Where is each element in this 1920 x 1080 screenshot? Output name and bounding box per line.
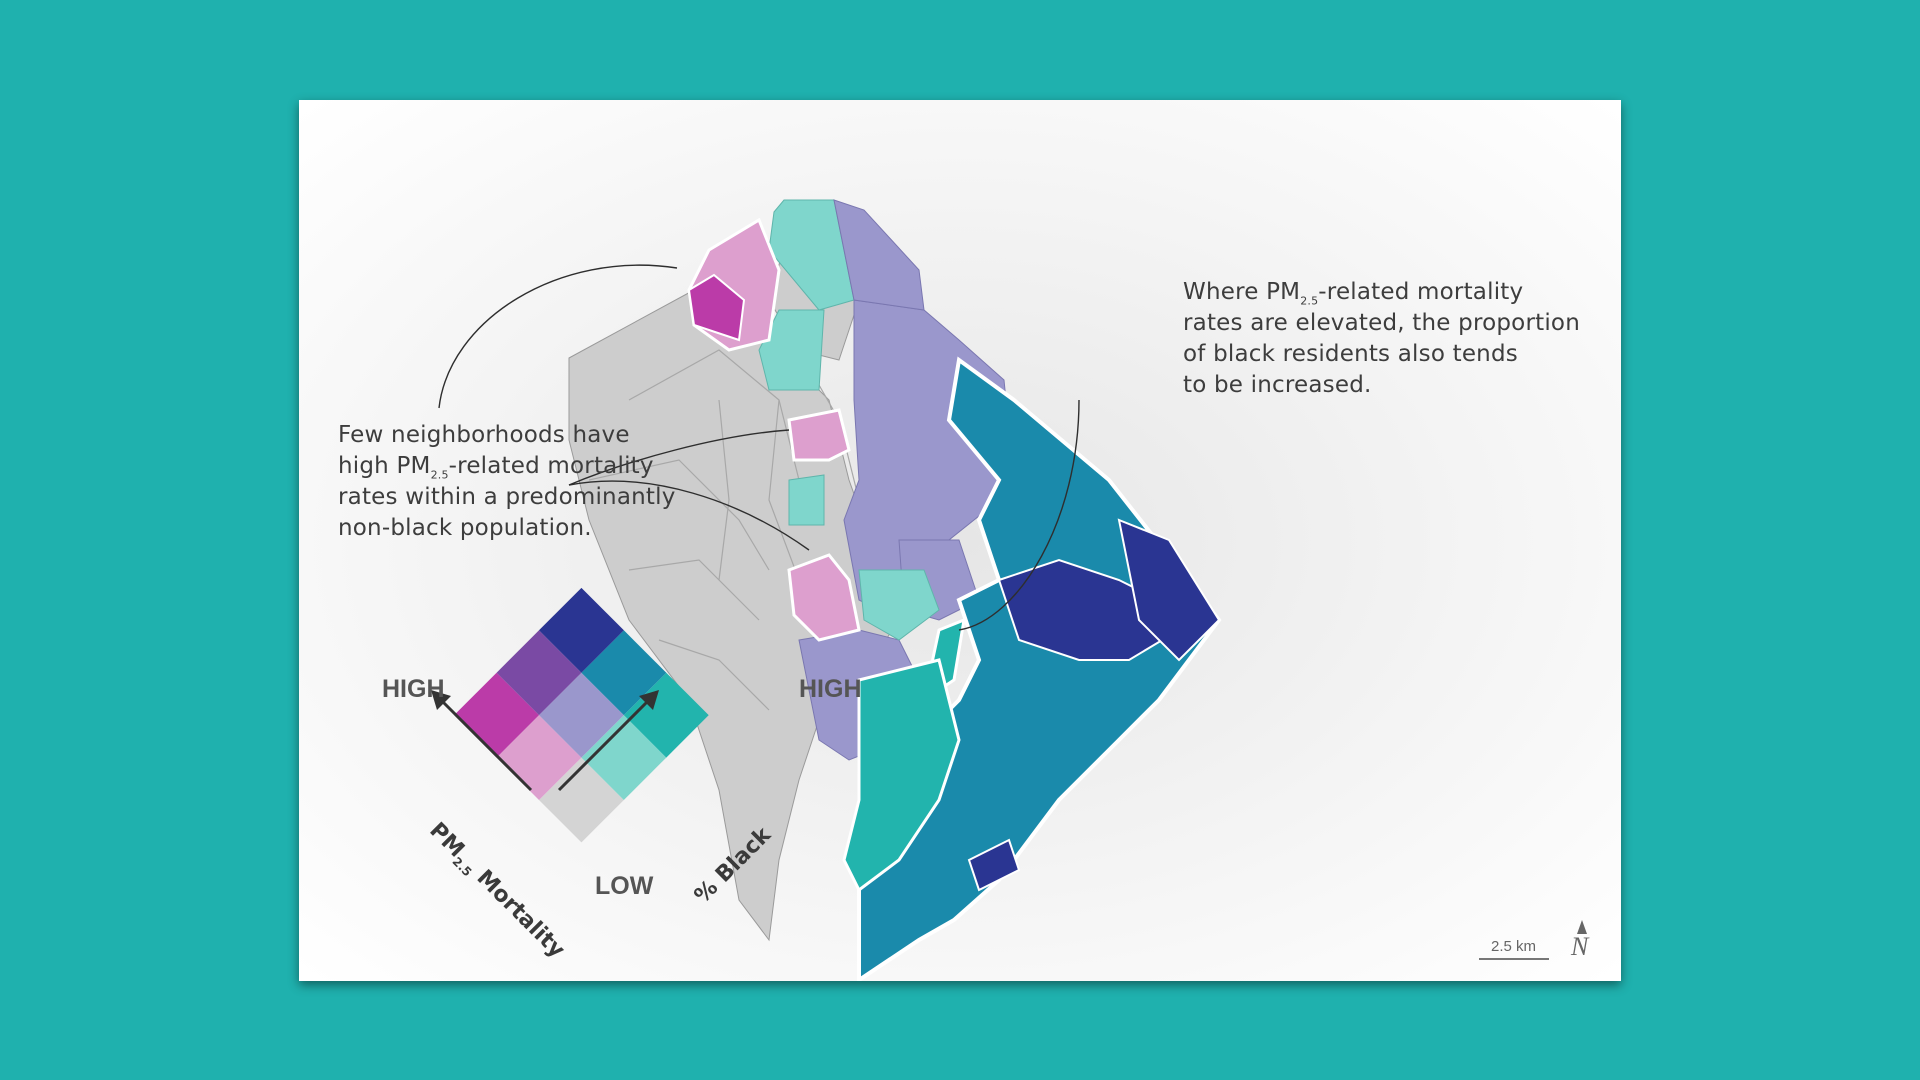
north-arrow-label: N bbox=[1571, 932, 1589, 961]
right-annotation-line-4: to be increased. bbox=[1183, 372, 1372, 398]
south-teal-region bbox=[842, 658, 961, 893]
left-annotation-line-4: non-black population. bbox=[338, 515, 592, 541]
left-annotation-line-1: Few neighborhoods have bbox=[338, 422, 630, 448]
legend-low-label: LOW bbox=[595, 872, 654, 900]
left-annotation-line-3: rates within a predominantly bbox=[338, 484, 676, 510]
right-annotation-line-3: of black residents also tends bbox=[1183, 341, 1518, 367]
left-annotation-mortality: -related mortality bbox=[448, 453, 654, 479]
legend-high-black-label: HIGH bbox=[799, 675, 862, 703]
left-annotation-line-2: high PM2.5-related mortality bbox=[338, 451, 698, 482]
left-annotation-pm-sub: 2.5 bbox=[430, 468, 449, 482]
pink-mid-neighborhood bbox=[787, 408, 851, 462]
callout-lines bbox=[438, 264, 1080, 631]
north-arrow-icon bbox=[1577, 920, 1587, 934]
left-annotation-pm: high PM bbox=[338, 453, 431, 479]
right-annotation-line-2: rates are elevated, the proportion bbox=[1183, 310, 1580, 336]
north-lavender-neighborhood bbox=[833, 199, 925, 311]
legend-arrows bbox=[431, 690, 659, 792]
legend-cell-high-high bbox=[539, 587, 624, 673]
east-dark-upper-neighborhood bbox=[1117, 518, 1221, 662]
right-annotation-pm-sub: 2.5 bbox=[1300, 294, 1319, 308]
map-card: Few neighborhoods have high PM2.5-relate… bbox=[299, 100, 1621, 981]
east-ward-region bbox=[857, 356, 1222, 981]
right-annotation-line-1: Where PM2.5-related mortality bbox=[1183, 277, 1603, 308]
right-annotation-where-pm: Where PM bbox=[1183, 279, 1301, 305]
left-annotation: Few neighborhoods have high PM2.5-relate… bbox=[338, 420, 698, 544]
legend-high-pm-label: HIGH bbox=[382, 675, 445, 703]
right-annotation-mortality: -related mortality bbox=[1318, 279, 1524, 305]
teal-center-neighborhood bbox=[858, 569, 940, 641]
scale-bar-label: 2.5 km bbox=[1491, 938, 1537, 955]
teal-west-neighborhood bbox=[758, 309, 825, 391]
teal-mid-neighborhood bbox=[788, 474, 825, 526]
right-annotation: Where PM2.5-related mortality rates are … bbox=[1183, 277, 1603, 401]
legend-cell-mid-low bbox=[496, 715, 582, 800]
map-canvas bbox=[299, 100, 1621, 981]
pink-south-neighborhood bbox=[787, 553, 861, 642]
magenta-north-neighborhood bbox=[687, 273, 746, 342]
east-dark-small-neighborhood bbox=[967, 838, 1021, 892]
